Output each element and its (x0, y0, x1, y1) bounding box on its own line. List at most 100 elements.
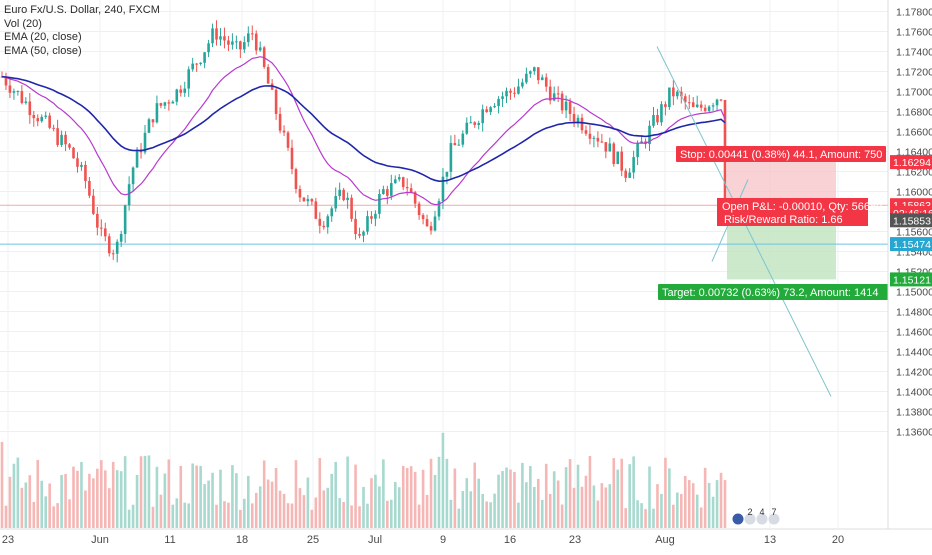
candle-body (342, 189, 345, 201)
symbol-title[interactable]: Euro Fx/U.S. Dollar, 240, FXCM (4, 4, 160, 16)
volume-bar (723, 480, 727, 528)
candle-body (12, 91, 16, 93)
volume-bar (199, 465, 202, 528)
candle-body (330, 208, 334, 217)
price-tick-label: 1.16600 (896, 127, 932, 139)
volume-bar (540, 499, 544, 528)
volume-bar (262, 460, 266, 528)
price-tag-label: 1.16294 (893, 157, 931, 169)
volume-bar (235, 473, 238, 528)
candle-body (44, 115, 47, 117)
volume-bar (28, 475, 32, 528)
volume-bar (135, 474, 139, 528)
candle-body (199, 62, 202, 64)
position-labels: Stop: 0.00441 (0.38%) 44.1, Amount: 750 O… (658, 146, 888, 300)
event-badge-label: 7 (771, 507, 776, 517)
candle-body (409, 188, 413, 193)
price-tag: 1.15121 (890, 272, 932, 287)
price-axis[interactable]: 1.17800 1.17600 1.17400 1.17200 1.17000 1.168… (890, 7, 932, 439)
volume-bar (302, 495, 306, 528)
volume-bar (640, 503, 643, 528)
legend: Euro Fx/U.S. Dollar, 240, FXCM Vol (20) … (4, 4, 160, 58)
time-tick-label: 16 (504, 534, 516, 546)
candle-body (243, 42, 246, 50)
volume-bar (151, 506, 155, 528)
volume-bar (100, 460, 103, 528)
volume-bar (620, 458, 624, 528)
volume-bar (64, 473, 67, 528)
price-tag-bg (890, 155, 932, 170)
candle-body (683, 96, 687, 103)
candle-body (572, 113, 576, 122)
candle-body (608, 143, 612, 152)
event-badge-circle (768, 513, 780, 525)
volume-bar (664, 457, 667, 528)
price-tick-label: 1.17200 (896, 67, 932, 79)
candle-body (123, 205, 127, 235)
candle-body (568, 101, 572, 114)
price-tick-label: 1.14200 (896, 367, 932, 379)
candle-body (52, 127, 55, 129)
candle-body (429, 226, 433, 231)
volume-bar (342, 501, 345, 528)
event-badge-circle (756, 513, 768, 525)
volume-bar (401, 465, 405, 528)
volume-bar (683, 475, 687, 528)
candle-body (529, 71, 532, 74)
candle-body (24, 101, 28, 104)
volume-bar (413, 471, 417, 528)
volume-bar (72, 466, 75, 528)
volume-bar (533, 486, 536, 528)
candle-body (695, 104, 699, 107)
volume-bar (330, 473, 334, 528)
volume-bar (477, 478, 481, 528)
time-tick-label: 11 (164, 534, 175, 546)
candle-body (334, 196, 337, 209)
volume-bar (334, 461, 337, 528)
volume-bar (131, 504, 135, 528)
volume-bar (36, 459, 40, 528)
volume-bar (107, 488, 111, 528)
candle-body (445, 171, 449, 177)
volume-bar (147, 455, 151, 528)
volume-bar (80, 462, 83, 528)
volume-bar (119, 471, 123, 528)
candle-body (346, 197, 349, 201)
volume-bar (362, 486, 365, 528)
indicator-volume[interactable]: Vol (20) (4, 17, 42, 30)
volume-bar (711, 496, 715, 528)
volume-bar (473, 462, 477, 528)
candle-body (461, 133, 465, 145)
candle-body (68, 144, 71, 148)
pnl-text: Open P&L: -0.00010, Qty: 56689 (722, 201, 882, 213)
candle-body (668, 87, 671, 108)
candle-body (425, 219, 429, 227)
candle-body (107, 236, 111, 254)
price-tick-label: 1.16200 (896, 167, 932, 179)
volume-bar (616, 469, 620, 528)
volume-bar (544, 463, 548, 528)
volume-bar (354, 464, 357, 528)
volume-bar (207, 480, 210, 528)
price-tick-label: 1.17000 (896, 87, 932, 99)
candle-body (179, 89, 183, 93)
candle-body (143, 132, 147, 153)
indicator-ema50[interactable]: EMA (50, close) (4, 44, 82, 57)
candle-body (76, 158, 79, 167)
volume-bar (76, 470, 79, 528)
candle-body (322, 225, 326, 228)
volume-bar (175, 498, 179, 528)
volume-bar (382, 459, 385, 528)
indicator-ema20[interactable]: EMA (20, close) (4, 31, 82, 43)
price-tick-label: 1.17400 (896, 47, 932, 59)
candle-body (211, 28, 214, 44)
candle-body (302, 197, 306, 202)
price-tag: 1.15853 (890, 213, 932, 228)
volume-bar (374, 474, 377, 528)
candle-body (191, 63, 194, 70)
candle-body (497, 98, 500, 107)
